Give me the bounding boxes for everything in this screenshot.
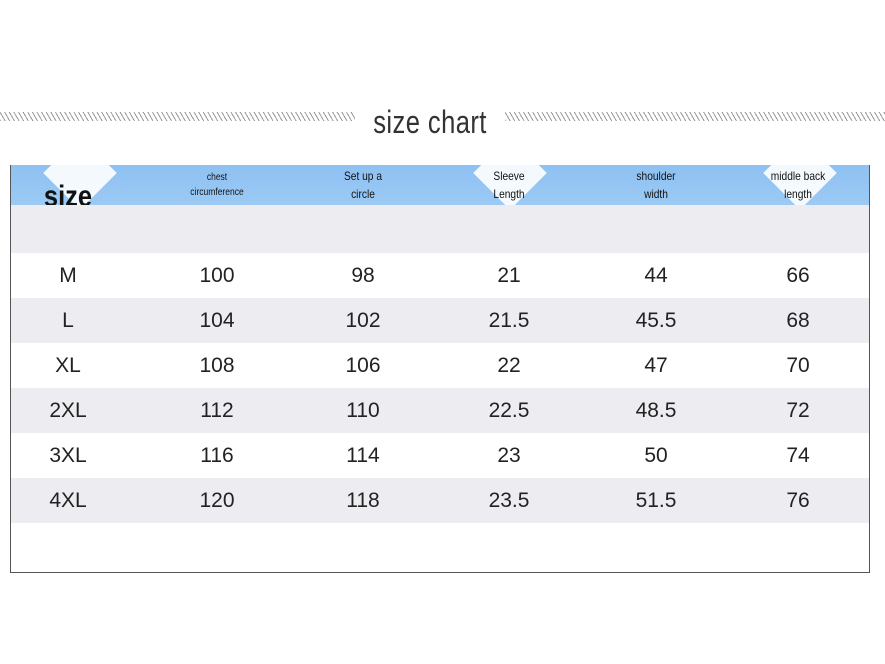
header-row: size chest circumference Set up a circle Slee… [11, 165, 869, 205]
measurement: 118 [346, 489, 380, 512]
header-line: Set up a [343, 169, 382, 183]
table-row: 3XL 116 114 23 50 74 [11, 433, 869, 478]
measurement: 22.5 [488, 399, 530, 422]
header-line: middle back [770, 169, 826, 183]
column-header: size [11, 165, 128, 205]
measurement: 76 [786, 489, 810, 512]
title: size chart [373, 104, 487, 140]
divider [0, 112, 355, 121]
column-header: Set up a circle [304, 165, 423, 205]
measurement: 120 [199, 489, 235, 512]
measurement: 47 [644, 354, 668, 377]
measurement: 74 [786, 444, 810, 467]
header-line: shoulder [636, 169, 676, 183]
measurement: 44 [644, 264, 668, 287]
column-header: shoulder width [597, 165, 716, 205]
table-row: XL 108 106 22 47 70 [11, 343, 869, 388]
size-label: XL [55, 354, 81, 377]
measurement: 116 [200, 444, 234, 467]
measurement: 23 [497, 444, 521, 467]
measurement: 108 [199, 354, 235, 377]
header-line: circle [351, 187, 375, 201]
measurement: 70 [786, 354, 810, 377]
measurement: 72 [786, 399, 810, 422]
header-line: Sleeve [493, 169, 525, 183]
measurement: 110 [346, 399, 380, 422]
measurement: 114 [346, 444, 380, 467]
header-line: length [784, 187, 812, 201]
measurement: 106 [345, 354, 381, 377]
measurement: 104 [199, 309, 235, 332]
header-line: circumference [190, 187, 244, 198]
measurement: 51.5 [635, 489, 677, 512]
header-line: Length [493, 187, 525, 201]
measurement: 48.5 [635, 399, 677, 422]
header-line: width [644, 187, 668, 201]
measurement: 21.5 [488, 309, 530, 332]
size-label: 2XL [49, 399, 87, 422]
size-label: 4XL [49, 489, 87, 512]
spacer-row [11, 205, 869, 253]
column-header: Sleeve Length [450, 165, 569, 205]
measurement: 98 [351, 264, 375, 287]
measurement: 112 [200, 399, 234, 422]
divider [505, 112, 885, 121]
measurement: 100 [199, 264, 235, 287]
measurement: 23.5 [488, 489, 530, 512]
measurement: 22 [497, 354, 521, 377]
measurement: 50 [644, 444, 668, 467]
size-table: size chest circumference Set up a circle Slee… [10, 165, 870, 573]
measurement: 68 [786, 309, 810, 332]
size-label: L [62, 309, 74, 332]
size-label: 3XL [49, 444, 87, 467]
header-line: chest [206, 172, 228, 183]
table-row: 2XL 112 110 22.5 48.5 72 [11, 388, 869, 433]
column-header: chest circumference [158, 165, 277, 205]
measurement: 102 [345, 309, 381, 332]
table-row: M 100 98 21 44 66 [11, 253, 869, 298]
header-line: size [43, 180, 93, 205]
table-row: L 104 102 21.5 45.5 68 [11, 298, 869, 343]
measurement: 66 [786, 264, 810, 287]
size-label: M [59, 264, 77, 287]
table-row: 4XL 120 118 23.5 51.5 76 [11, 478, 869, 523]
measurement: 21 [497, 264, 521, 287]
column-header: middle back length [739, 165, 858, 205]
measurement: 45.5 [635, 309, 677, 332]
